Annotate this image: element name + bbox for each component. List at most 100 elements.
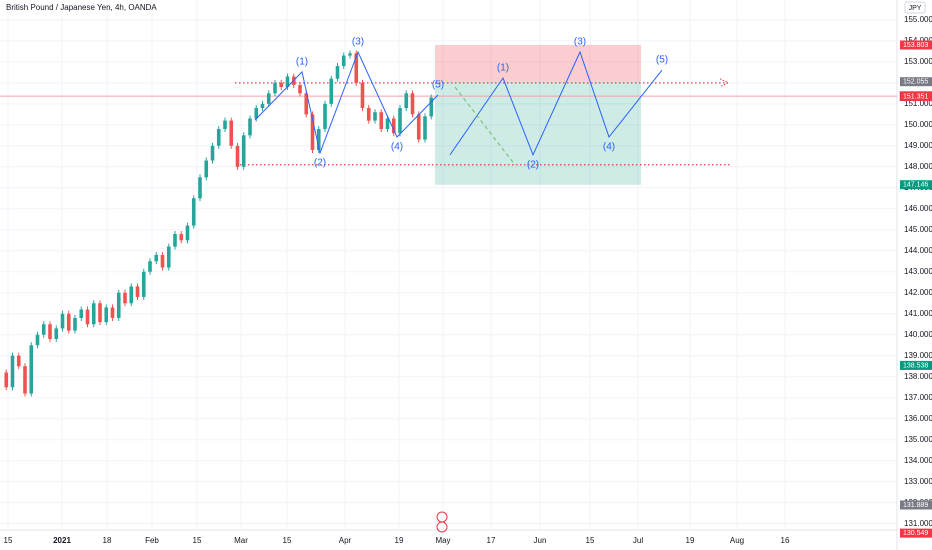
y-tick-label: 138.000 <box>904 372 932 381</box>
currency-box[interactable] <box>904 1 926 14</box>
wave-label: (3) <box>574 37 586 48</box>
y-tick-label: 151.000 <box>904 99 932 108</box>
candle <box>85 309 90 325</box>
time-label: 16 <box>781 536 790 545</box>
y-tick-label: 153.000 <box>904 57 932 66</box>
wave-label: (1) <box>296 57 308 68</box>
candle <box>323 103 327 130</box>
candle <box>348 53 352 56</box>
candle <box>266 93 271 104</box>
candle <box>141 271 146 297</box>
time-label: 19 <box>686 536 695 545</box>
projection-dashed <box>454 86 516 166</box>
y-tick-label: 135.000 <box>904 435 932 444</box>
candle <box>379 112 384 130</box>
time-label: 15 <box>586 536 595 545</box>
price-badge <box>900 360 932 370</box>
wave-line <box>449 50 663 157</box>
candle <box>416 114 421 140</box>
candle <box>48 324 52 339</box>
candle <box>273 82 277 94</box>
time-label: 17 <box>487 536 496 545</box>
time-label: 15 <box>283 536 292 545</box>
time-label: 15 <box>193 536 202 545</box>
price-badge <box>900 500 932 510</box>
price-badge <box>900 77 932 87</box>
time-label: 2021 <box>53 536 71 545</box>
wave-label: (4) <box>391 142 403 153</box>
price-badge-label: 131.889 <box>903 502 928 509</box>
candle <box>304 93 309 115</box>
y-tick-label: 154.000 <box>904 36 932 45</box>
candle <box>166 246 171 268</box>
candle <box>23 366 27 394</box>
candle <box>410 93 415 115</box>
candle <box>79 309 84 318</box>
chart-title: British Pound / Japanese Yen, 4h, OANDA <box>6 3 157 12</box>
wave-label: (5) <box>656 55 668 66</box>
price-badge-label: 153.803 <box>903 42 928 49</box>
event-icon[interactable] <box>436 521 448 533</box>
y-tick-label: 148.000 <box>904 162 932 171</box>
candle <box>4 372 9 388</box>
price-badge <box>900 40 932 50</box>
candle <box>248 118 252 136</box>
price-badge-label: 147.146 <box>903 182 928 189</box>
candle <box>429 97 434 117</box>
time-label: Mar <box>234 536 248 545</box>
candle <box>298 84 302 94</box>
candle <box>198 177 202 199</box>
y-tick-label: 142.000 <box>904 288 932 297</box>
wave-label: (1) <box>497 63 509 74</box>
price-badge <box>900 180 932 190</box>
candle <box>41 324 46 335</box>
price-badge <box>900 528 932 538</box>
candle <box>173 233 177 247</box>
y-tick-label: 139.000 <box>904 351 932 360</box>
time-label: Jun <box>534 536 547 545</box>
candle <box>260 103 265 109</box>
candle <box>329 78 334 104</box>
candle <box>254 108 259 119</box>
candle <box>279 82 284 88</box>
candle <box>35 334 40 346</box>
time-label: Aug <box>730 536 744 545</box>
time-label: Apr <box>339 536 352 545</box>
candle <box>241 135 246 167</box>
candle <box>160 254 165 268</box>
y-tick-label: 134.000 <box>904 456 932 465</box>
candle <box>385 118 390 130</box>
y-tick-label: 136.000 <box>904 414 932 423</box>
wave-line <box>254 50 439 155</box>
candle <box>148 261 152 272</box>
y-tick-label: 146.000 <box>904 204 932 213</box>
candle <box>110 307 115 318</box>
y-tick-label: 143.000 <box>904 267 932 276</box>
time-label: 18 <box>103 536 112 545</box>
candle <box>185 225 190 241</box>
candle <box>123 292 127 304</box>
price-badge-label: 138.538 <box>903 362 928 369</box>
time-label: May <box>435 536 450 545</box>
target-zone <box>435 81 641 185</box>
candle <box>16 355 21 367</box>
candle <box>29 345 34 394</box>
candle <box>354 53 359 83</box>
candle <box>335 66 340 79</box>
candle <box>341 55 346 67</box>
candle <box>135 286 140 297</box>
candle <box>91 303 96 325</box>
candle <box>66 313 71 331</box>
y-tick-label: 137.000 <box>904 393 932 402</box>
candle <box>54 328 59 339</box>
candle <box>398 108 402 134</box>
wave-label: (4) <box>603 142 615 153</box>
y-tick-label: 155.000 <box>904 15 932 24</box>
currency: JPY <box>909 5 922 12</box>
price-badge-label: 130.549 <box>903 530 928 537</box>
candle <box>210 145 215 161</box>
time-label: Jul <box>633 536 643 545</box>
candle <box>204 160 209 178</box>
time-label: Feb <box>145 536 159 545</box>
